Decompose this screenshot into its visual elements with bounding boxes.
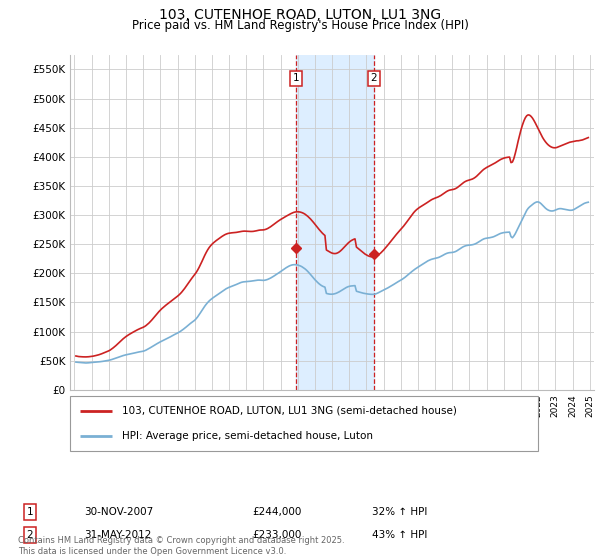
Text: Contains HM Land Registry data © Crown copyright and database right 2025.
This d: Contains HM Land Registry data © Crown c…	[18, 536, 344, 556]
Text: £244,000: £244,000	[252, 507, 301, 517]
Text: 1: 1	[293, 73, 299, 83]
Bar	[296, 55, 374, 390]
Text: 103, CUTENHOE ROAD, LUTON, LU1 3NG (semi-detached house): 103, CUTENHOE ROAD, LUTON, LU1 3NG (semi…	[122, 406, 457, 416]
Text: 2: 2	[370, 73, 377, 83]
Text: 31-MAY-2012: 31-MAY-2012	[84, 530, 151, 540]
Text: Price paid vs. HM Land Registry's House Price Index (HPI): Price paid vs. HM Land Registry's House …	[131, 19, 469, 32]
Text: 2: 2	[26, 530, 34, 540]
Text: 30-NOV-2007: 30-NOV-2007	[84, 507, 153, 517]
Text: 103, CUTENHOE ROAD, LUTON, LU1 3NG: 103, CUTENHOE ROAD, LUTON, LU1 3NG	[159, 8, 441, 22]
Text: HPI: Average price, semi-detached house, Luton: HPI: Average price, semi-detached house,…	[122, 431, 373, 441]
Text: 32% ↑ HPI: 32% ↑ HPI	[372, 507, 427, 517]
Text: 43% ↑ HPI: 43% ↑ HPI	[372, 530, 427, 540]
Text: £233,000: £233,000	[252, 530, 301, 540]
Text: 1: 1	[26, 507, 34, 517]
FancyBboxPatch shape	[70, 396, 538, 451]
